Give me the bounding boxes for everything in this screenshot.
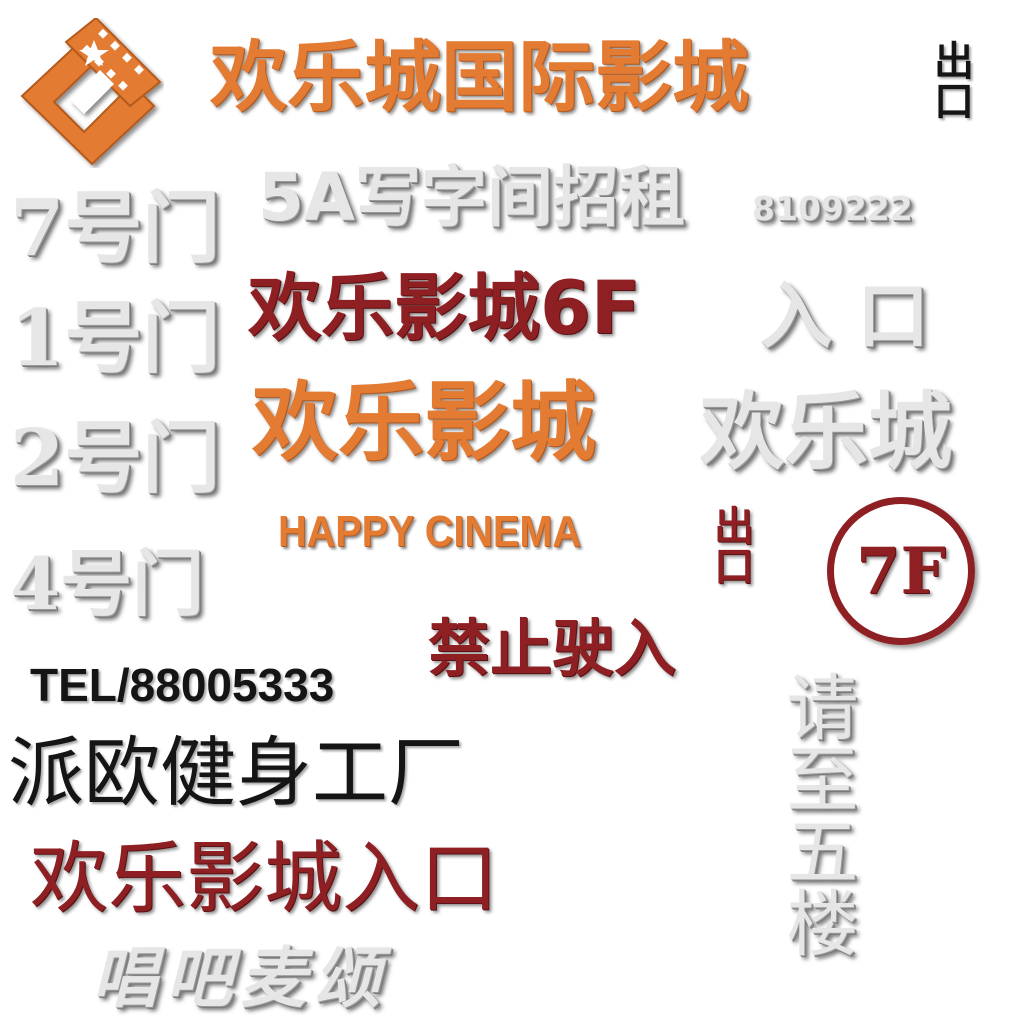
- cinema-entrance-sign: 欢乐影城入口: [30, 834, 499, 924]
- floor-7f-badge: 7F: [827, 497, 975, 645]
- entrance-sign: 入 口: [760, 274, 930, 358]
- cinema-intl-title: 欢乐城国际影城: [210, 34, 749, 123]
- exit-sign-mid: 出口: [707, 505, 753, 585]
- office-phone: 8109222: [752, 189, 913, 228]
- floor-7f-label: 7F: [856, 533, 946, 609]
- film-strip-star-logo-icon: [20, 18, 162, 166]
- door-2-sign: 2号门: [10, 413, 221, 504]
- no-entry-sign: 禁止驶入: [428, 612, 677, 685]
- door-1-sign: 1号门: [10, 293, 221, 384]
- cinema-6f-sign: 欢乐影城6F: [248, 266, 641, 351]
- ktv-sign: 唱吧麦颂: [92, 939, 388, 1017]
- tel-sign: TEL/88005333: [30, 659, 335, 711]
- office-rent-sign: 5A写字间招租: [258, 159, 686, 236]
- door-4-sign: 4号门: [10, 541, 205, 626]
- door-7-sign: 7号门: [10, 183, 221, 274]
- happy-cinema-en: HAPPY CINEMA: [278, 507, 581, 556]
- happy-city-sign: 欢乐城: [700, 383, 953, 481]
- gym-sign: 派欧健身工厂: [8, 728, 464, 817]
- fifth-floor-sign: 请至五楼: [774, 670, 858, 958]
- exit-sign-top: 出口: [927, 40, 973, 120]
- cinema-name-sign: 欢乐影城: [252, 373, 596, 473]
